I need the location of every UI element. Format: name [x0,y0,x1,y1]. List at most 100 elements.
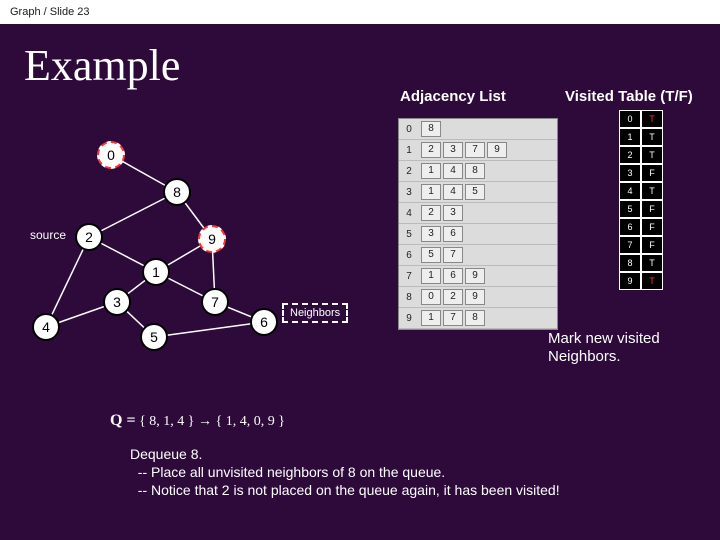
breadcrumb: Graph / Slide 23 [10,6,90,18]
adj-cell: 3 [421,226,441,242]
visited-idx: 1 [619,128,641,146]
adj-idx: 6 [399,250,419,261]
visited-val: F [641,236,663,254]
visited-row-2: 2T [619,146,663,164]
explanation-text: Dequeue 8. -- Place all unvisited neighb… [130,445,560,500]
visited-idx: 9 [619,272,641,290]
visited-idx: 4 [619,182,641,200]
adj-cell: 9 [465,289,485,305]
header-band [0,0,720,24]
visited-idx: 8 [619,254,641,272]
adj-row-9: 9178 [399,308,557,329]
queue-text: { 8, 1, 4 } → { 1, 4, 0, 9 } [139,414,285,429]
visited-row-3: 3F [619,164,663,182]
visited-row-8: 8T [619,254,663,272]
graph-node-6: 6 [250,308,278,336]
adj-cell: 1 [421,184,441,200]
adj-cell: 7 [443,310,463,326]
mark-visited-text: Mark new visited Neighbors. [548,330,660,366]
adjacency-list-table: 081237921483145423536657716980299178 [398,118,558,330]
adj-cell: 5 [465,184,485,200]
adj-row-3: 3145 [399,182,557,203]
visited-row-5: 5F [619,200,663,218]
adj-cell: 9 [465,268,485,284]
queue-line: Q = { 8, 1, 4 } → { 1, 4, 0, 9 } [110,412,285,430]
adjacency-list-label: Adjacency List [400,88,506,105]
visited-val: F [641,200,663,218]
graph-node-0: 0 [97,141,125,169]
adj-cell: 3 [443,205,463,221]
adj-cell: 5 [421,247,441,263]
visited-row-7: 7F [619,236,663,254]
explanation-line3: -- Notice that 2 is not placed on the qu… [130,481,560,499]
graph-node-5: 5 [140,323,168,351]
adj-cell: 2 [443,289,463,305]
adj-cell: 7 [465,142,485,158]
visited-idx: 0 [619,110,641,128]
graph-node-1: 1 [142,258,170,286]
graph-edges [12,138,372,358]
adj-row-8: 8029 [399,287,557,308]
adj-idx: 1 [399,145,419,156]
visited-val: F [641,218,663,236]
adj-cell: 4 [443,184,463,200]
visited-row-0: 0T [619,110,663,128]
adj-cell: 8 [465,163,485,179]
visited-idx: 6 [619,218,641,236]
visited-val: T [641,254,663,272]
graph-node-2: 2 [75,223,103,251]
adj-cell: 2 [421,205,441,221]
graph-diagram: 0829137456 source Neighbors [12,138,372,358]
visited-val: F [641,164,663,182]
adj-cell: 4 [443,163,463,179]
adj-cell: 9 [487,142,507,158]
graph-node-3: 3 [103,288,131,316]
visited-val: T [641,146,663,164]
adj-cell: 1 [421,163,441,179]
adj-idx: 4 [399,208,419,219]
queue-prefix: Q = [110,412,136,429]
adj-idx: 3 [399,187,419,198]
adj-cell: 1 [421,268,441,284]
visited-row-9: 9T [619,272,663,290]
adj-row-7: 7169 [399,266,557,287]
visited-table: 0T1T2T3F4T5F6F7F8T9T [619,110,663,290]
mark-line1: Mark new visited [548,330,660,347]
adj-cell: 6 [443,226,463,242]
visited-idx: 5 [619,200,641,218]
visited-idx: 3 [619,164,641,182]
adj-row-4: 423 [399,203,557,224]
visited-val: T [641,272,663,290]
explanation-line1: Dequeue 8. [130,445,560,463]
mark-line2: Neighbors. [548,348,621,365]
adj-cell: 1 [421,310,441,326]
adj-row-0: 08 [399,119,557,140]
adj-row-5: 536 [399,224,557,245]
adj-cell: 7 [443,247,463,263]
visited-idx: 2 [619,146,641,164]
visited-idx: 7 [619,236,641,254]
adj-idx: 0 [399,124,419,135]
adj-idx: 9 [399,313,419,324]
adj-cell: 2 [421,142,441,158]
adj-row-6: 657 [399,245,557,266]
visited-table-label: Visited Table (T/F) [565,88,693,105]
adj-cell: 8 [465,310,485,326]
visited-val: T [641,128,663,146]
graph-node-7: 7 [201,288,229,316]
visited-val: T [641,110,663,128]
adj-row-1: 12379 [399,140,557,161]
adj-row-2: 2148 [399,161,557,182]
graph-node-8: 8 [163,178,191,206]
explanation-line2: -- Place all unvisited neighbors of 8 on… [130,463,560,481]
visited-row-1: 1T [619,128,663,146]
adj-idx: 7 [399,271,419,282]
visited-row-6: 6F [619,218,663,236]
visited-row-4: 4T [619,182,663,200]
adj-idx: 2 [399,166,419,177]
adj-cell: 3 [443,142,463,158]
page-title: Example [24,40,180,91]
adj-idx: 8 [399,292,419,303]
graph-node-9: 9 [198,225,226,253]
visited-val: T [641,182,663,200]
